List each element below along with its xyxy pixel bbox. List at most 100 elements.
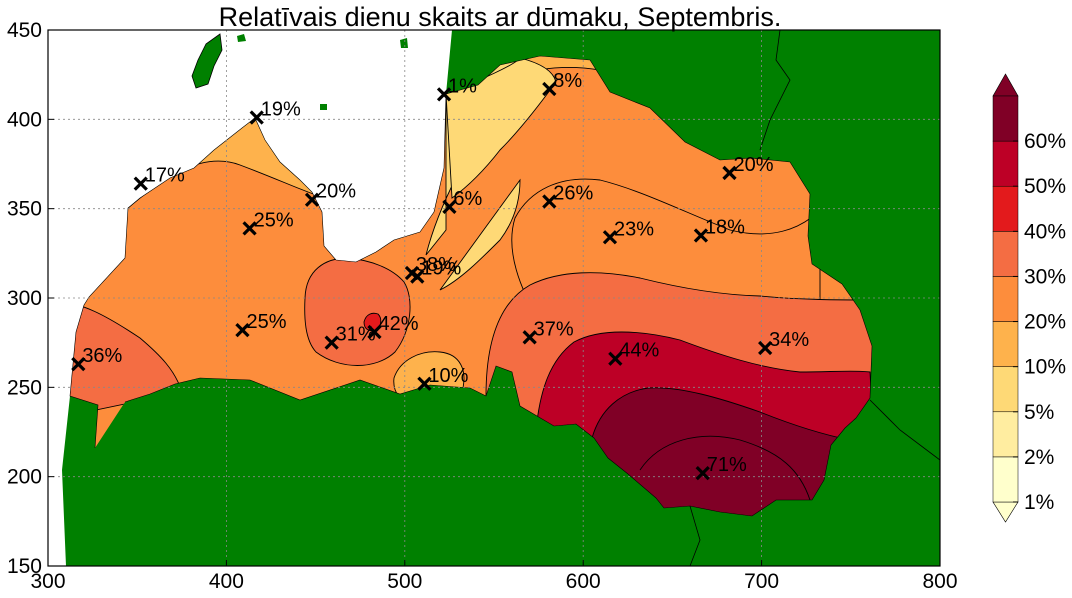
colorbar-segment [992,321,1019,367]
station-cross [249,110,264,125]
island-small [237,34,246,42]
colorbar-segment [992,276,1019,322]
station-marker: 19% [249,99,301,125]
station-marker: 10% [417,365,469,391]
station-label: 23% [614,218,654,240]
station-cross [693,228,709,243]
colorbar-segment [992,95,1019,142]
y-axis: 150 200 250 300 350 400 450 [7,19,54,578]
station-label: 20% [733,154,773,176]
colorbar-extend-low [992,501,1019,523]
station-label: 71% [707,454,747,476]
x-tick-label: 600 [566,570,601,593]
station-cross [695,465,710,481]
station-label: 1% [448,75,477,97]
station-marker: 44% [608,340,660,366]
y-tick-label: 350 [7,198,42,221]
level-5-10-b [445,57,557,199]
station-cross [304,192,320,207]
station-label: 8% [553,70,582,92]
station-cross [442,199,457,215]
station-marker: 1% [436,75,477,102]
station-cross [542,81,557,97]
colorbar-tick-label: 20% [1024,311,1066,334]
station-label: 44% [619,340,659,362]
contour-line-east [639,435,811,501]
station-label: 34% [769,329,809,351]
y-tick-label: 400 [7,108,42,131]
station-marker: 25% [235,311,287,338]
station-marker: 18% [693,216,745,243]
colorbar-tick-label: 60% [1024,130,1066,153]
station-cross [542,194,557,209]
station-marker: 34% [758,329,809,356]
colorbar-tick-label: 5% [1024,401,1054,424]
y-tick-label: 450 [7,19,42,42]
station-cross [602,230,618,245]
station-label: 17% [145,165,185,187]
station-cross [608,351,623,366]
x-tick-label: 300 [30,570,65,593]
station-cross [324,335,339,350]
x-tick-label: 800 [922,570,957,593]
station-marker: 31% [324,324,376,350]
chart-title: Relatīvais dienu skaits ar dūmaku, Septe… [219,2,782,32]
station-cross [367,324,382,340]
station-marker: 25% [242,209,294,236]
station-label: 31% [336,324,376,346]
station-cross [417,376,432,391]
station-label: 18% [705,216,745,238]
station-marker: 42% [367,313,419,340]
level-30-40-riga [304,257,411,366]
station-cross [242,221,257,236]
x-tick-label: 700 [744,570,779,593]
station-marker: 19% [410,258,462,284]
station-label: 25% [254,209,294,231]
colorbar-tick-label: 2% [1024,446,1054,469]
colorbar-segment [992,456,1019,503]
x-tick-label: 500 [387,570,422,593]
station-cross [758,340,773,356]
station-marker: 8% [542,70,582,97]
station-marker: 6% [442,188,483,215]
station-marker: 20% [304,181,356,207]
station-marker: 37% [522,318,574,345]
sea-area [48,30,452,566]
station-cross [235,323,250,338]
station-cross [133,176,148,191]
x-axis: 300 400 500 600 700 800 [30,560,958,593]
y-tick-label: 250 [7,376,42,399]
colorbar-segment [992,185,1019,232]
y-tick-label: 200 [7,466,42,489]
colorbar-segment [992,140,1019,187]
latvia-outline [69,55,873,517]
station-label: 36% [82,345,122,367]
island-small-3 [320,104,327,110]
station-marker: 26% [542,183,594,209]
station-label: 42% [378,313,418,335]
colorbar-segment [992,411,1019,458]
station-cross [722,165,737,181]
grid-lines [48,30,940,566]
station-marker: 23% [602,218,654,245]
colorbar-extend-high [992,73,1019,97]
station-marker: 20% [722,154,774,181]
colorbar-tick-label: 10% [1024,356,1066,379]
level-50-60-east [591,387,851,516]
station-marker: 17% [133,165,185,191]
station-label: 19% [261,99,301,121]
station-label: 38% [416,254,456,276]
station-label: 19% [421,258,461,280]
island-gotland [191,33,223,89]
station-label: 26% [553,183,593,205]
y-tick-label: 150 [7,555,42,578]
colorbar: 1% 2% 5% 10% 20% 30% 40% 50% 60% [992,73,1066,523]
station-label: 6% [453,188,482,210]
island-small-2 [400,38,408,48]
station-marker: 71% [695,454,747,481]
colorbar-tick-label: 40% [1024,220,1066,243]
station-cross [71,356,86,372]
station-marker: 36% [71,345,123,372]
station-label: 25% [246,311,286,333]
